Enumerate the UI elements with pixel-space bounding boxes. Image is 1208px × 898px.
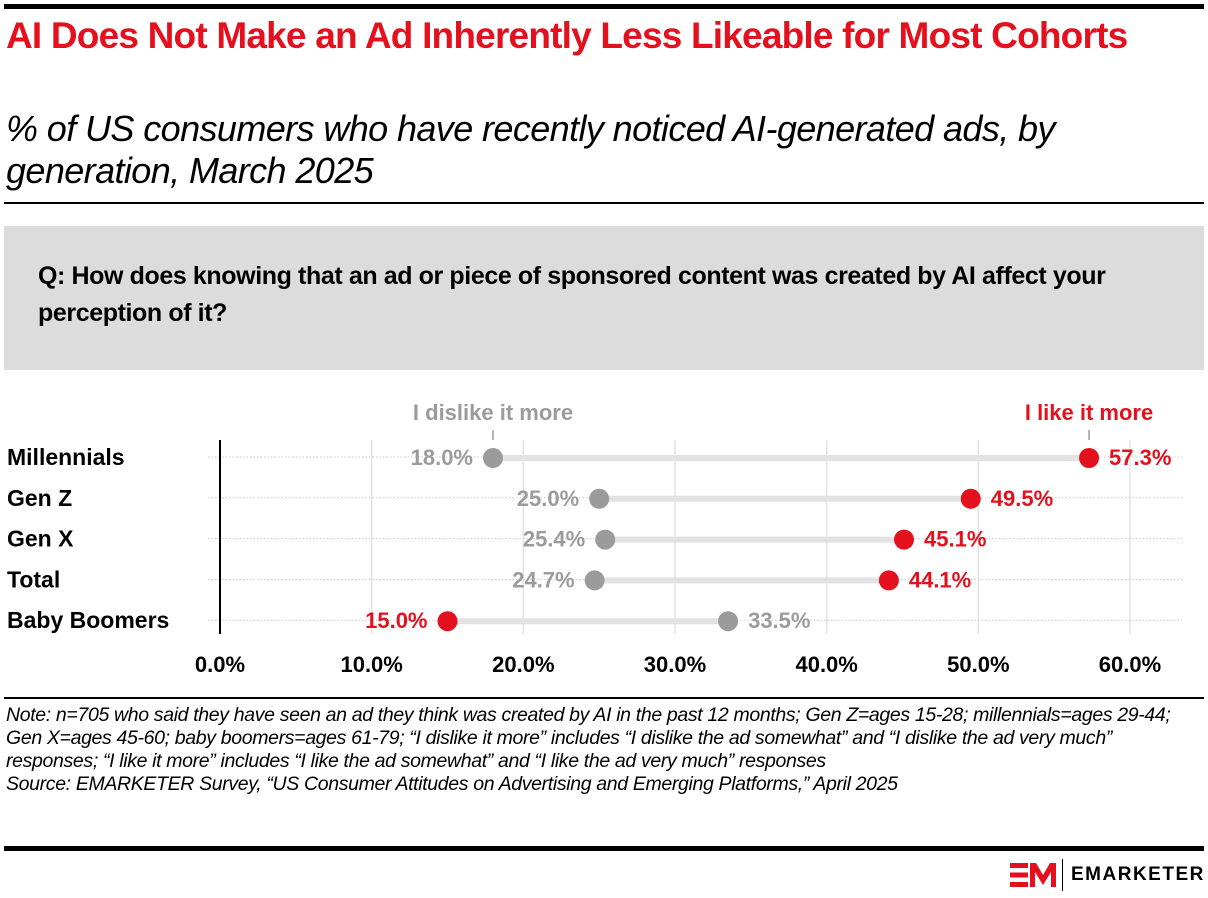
emarketer-logo: EMARKETER	[1010, 858, 1205, 892]
brand-name: EMARKETER	[1071, 864, 1205, 885]
top-rule	[4, 4, 1204, 9]
data-label-dislike: 25.4%	[523, 527, 585, 552]
header-divider	[4, 202, 1204, 204]
dot-like	[960, 488, 981, 509]
logo-separator	[1062, 859, 1063, 891]
data-label-like: 15.0%	[365, 608, 427, 633]
data-label-dislike: 18.0%	[411, 445, 473, 470]
data-label-dislike: 33.5%	[748, 608, 810, 633]
dot-like	[437, 611, 458, 632]
em-logo-icon	[1010, 863, 1056, 887]
bottom-rule	[4, 846, 1204, 851]
data-label-dislike: 24.7%	[512, 567, 574, 592]
footnote: Note: n=705 who said they have seen an a…	[6, 704, 1206, 796]
data-label-like: 57.3%	[1109, 445, 1171, 470]
data-label-like: 44.1%	[909, 567, 971, 592]
source-text: Source: EMARKETER Survey, “US Consumer A…	[6, 773, 898, 795]
note-text: Note: n=705 who said they have seen an a…	[6, 704, 1171, 772]
category-label: Baby Boomers	[7, 607, 169, 633]
x-tick-label: 60.0%	[1099, 652, 1161, 677]
data-label-dislike: 25.0%	[517, 486, 579, 511]
x-tick-label: 20.0%	[492, 652, 554, 677]
dot-dislike	[584, 570, 605, 591]
legend: I dislike it more I like it more	[413, 400, 1153, 440]
legend-like: I like it more	[1025, 400, 1153, 425]
legend-dislike: I dislike it more	[413, 400, 573, 425]
dot-like	[1079, 448, 1100, 468]
dot-like	[894, 529, 915, 550]
dot-dislike	[595, 529, 616, 550]
question-box	[4, 226, 1204, 370]
x-tick-label: 10.0%	[340, 652, 402, 677]
category-label: Gen Z	[7, 485, 72, 511]
data-label-like: 49.5%	[991, 486, 1053, 511]
data-label-like: 45.1%	[924, 527, 986, 552]
question-text: Q: How does knowing that an ad or piece …	[38, 262, 1106, 327]
dumbbell-chart: Millennials 18.0% 57.3% Gen Z 25.0% 49.5% Gen …	[7, 400, 1182, 677]
x-axis-ticks: 0.0% 10.0% 20.0% 30.0% 40.0% 50.0% 60.0%	[195, 652, 1161, 677]
rows: Millennials 18.0% 57.3% Gen Z 25.0% 49.5% Gen …	[7, 444, 1171, 633]
x-tick-label: 30.0%	[644, 652, 706, 677]
dot-dislike	[483, 448, 503, 468]
dot-dislike	[718, 611, 739, 632]
category-label: Gen X	[7, 526, 74, 552]
dot-dislike	[589, 488, 610, 509]
footer-divider	[4, 697, 1204, 699]
x-tick-label: 50.0%	[947, 652, 1009, 677]
category-label: Millennials	[7, 444, 125, 470]
chart-title: AI Does Not Make an Ad Inherently Less L…	[6, 15, 1128, 56]
chart-subtitle: % of US consumers who have recently noti…	[6, 108, 1055, 191]
x-tick-label: 40.0%	[795, 652, 857, 677]
x-tick-label: 0.0%	[195, 652, 245, 677]
dot-like	[878, 570, 899, 591]
category-label: Total	[7, 566, 60, 592]
